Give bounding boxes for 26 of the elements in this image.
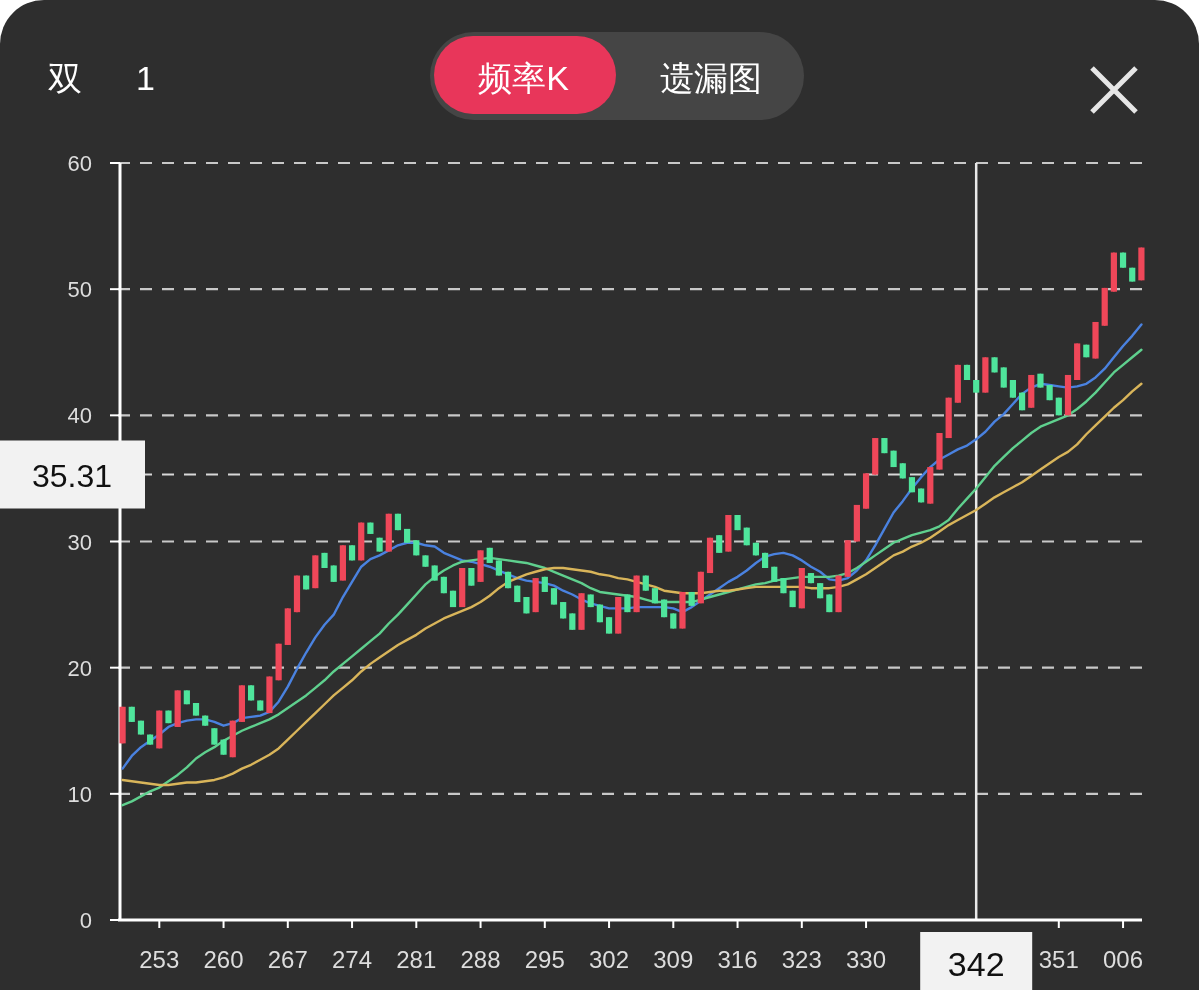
x-tick-label: 330 bbox=[846, 946, 887, 973]
y-tick-label: 20 bbox=[67, 655, 92, 681]
x-tick-label: 302 bbox=[589, 946, 630, 973]
x-tick-label: 342 bbox=[947, 945, 1005, 983]
x-tick-label: 295 bbox=[524, 946, 565, 973]
candlestick bbox=[1000, 366, 1007, 389]
x-tick-label: 253 bbox=[139, 946, 180, 973]
x-tick-label: 006 bbox=[1103, 946, 1144, 973]
x-tick-label: 309 bbox=[653, 946, 694, 973]
y-tick-label: 0 bbox=[79, 908, 92, 933]
ref-line-label: 35.31 bbox=[31, 457, 113, 494]
x-tick-label: 316 bbox=[717, 946, 758, 973]
y-tick-label: 50 bbox=[67, 277, 92, 303]
x-tick-label: 288 bbox=[460, 946, 501, 973]
x-tick-label: 351 bbox=[1038, 946, 1079, 973]
x-tick-label: 267 bbox=[267, 946, 308, 973]
x-tick-label: 260 bbox=[203, 946, 244, 973]
subtitle: 1 bbox=[136, 59, 155, 97]
x-tick-label: 323 bbox=[781, 946, 822, 973]
y-tick-label: 40 bbox=[67, 403, 92, 429]
y-tick-label: 60 bbox=[67, 151, 92, 176]
x-tick-label: 281 bbox=[396, 946, 437, 973]
title: 双 bbox=[48, 59, 82, 97]
y-tick-label: 10 bbox=[67, 781, 92, 807]
y-tick-label: 30 bbox=[67, 529, 92, 555]
x-tick-label: 274 bbox=[332, 946, 373, 973]
